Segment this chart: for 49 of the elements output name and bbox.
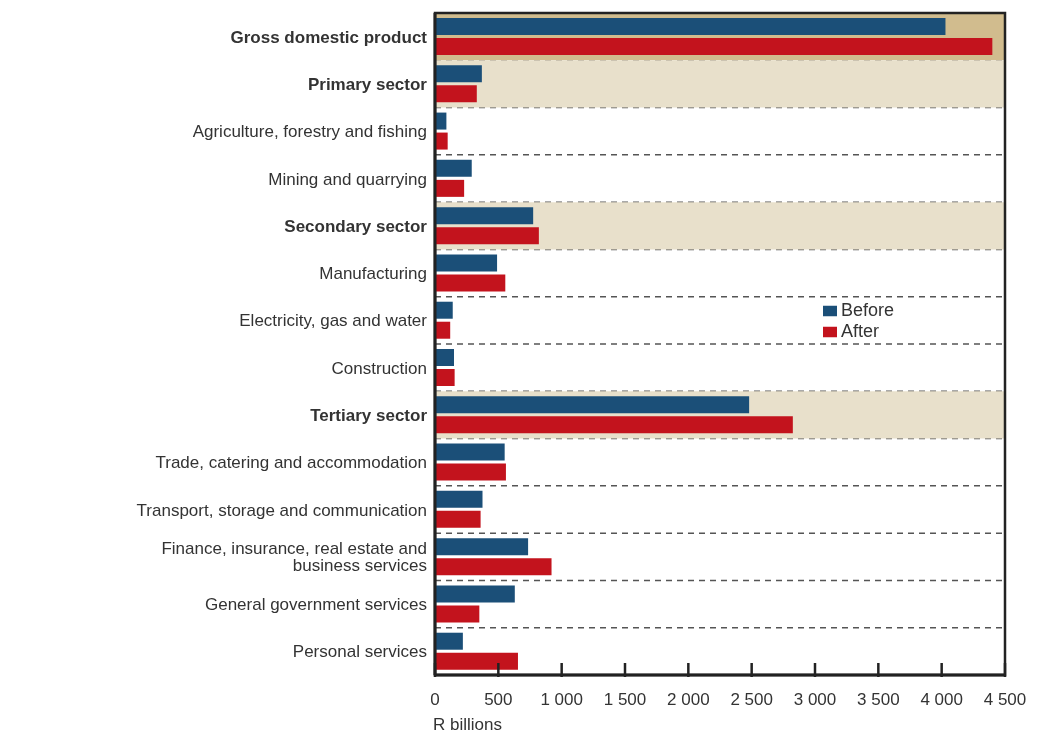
bar xyxy=(435,416,793,434)
y-tick-label: Manufacturing xyxy=(319,264,427,284)
bar xyxy=(435,463,506,481)
x-tick-label: 1 500 xyxy=(603,690,647,709)
bar xyxy=(435,538,529,556)
y-tick-label: Transport, storage and communication xyxy=(136,500,427,520)
bar xyxy=(435,179,465,197)
bar xyxy=(435,159,472,177)
x-tick-label: 2 500 xyxy=(730,690,773,709)
y-tick-label: Mining and quarrying xyxy=(268,169,427,189)
y-tick-label: Gross domestic product xyxy=(230,27,428,47)
bar xyxy=(435,301,453,319)
y-tick-label: Construction xyxy=(331,358,427,378)
x-tick-label: 0 xyxy=(430,690,440,709)
bar xyxy=(435,207,534,225)
x-tick-label: 4 500 xyxy=(983,690,1027,709)
bar xyxy=(435,65,482,83)
bar xyxy=(435,274,506,292)
legend-label: After xyxy=(841,321,880,341)
bar xyxy=(435,443,505,461)
bar xyxy=(435,227,539,245)
x-tick-label: 3 000 xyxy=(793,690,837,709)
x-tick-label: 2 000 xyxy=(667,690,710,709)
x-tick-label: 3 500 xyxy=(857,690,900,709)
bar xyxy=(435,605,480,623)
x-tick-label: 4 000 xyxy=(920,690,963,709)
bar xyxy=(435,558,552,576)
bar xyxy=(435,254,498,272)
bar xyxy=(435,652,518,670)
legend-label: Before xyxy=(841,300,895,320)
bar xyxy=(435,396,750,414)
y-tick-label: Primary sector xyxy=(307,74,428,94)
x-axis-title: R billions xyxy=(433,715,502,734)
y-tick-label: Personal services xyxy=(292,642,427,662)
bar xyxy=(435,490,483,508)
bar xyxy=(435,632,463,650)
y-tick-label: Electricity, gas and water xyxy=(239,311,428,331)
y-tick-label: Secondary sector xyxy=(284,216,428,236)
bar xyxy=(435,510,481,528)
y-tick-label: Trade, catering and accommodation xyxy=(155,453,427,473)
y-tick-label: Finance, insurance, real estate and business services xyxy=(161,539,427,576)
y-tick-label: General government services xyxy=(204,595,427,615)
x-tick-label: 500 xyxy=(484,690,513,709)
y-tick-label: Agriculture, forestry and fishing xyxy=(192,122,427,142)
bar xyxy=(435,585,515,603)
bar xyxy=(435,369,455,386)
x-tick-label: 1 000 xyxy=(540,690,583,709)
bar xyxy=(435,85,477,103)
y-tick-label: Tertiary sector xyxy=(310,405,428,425)
